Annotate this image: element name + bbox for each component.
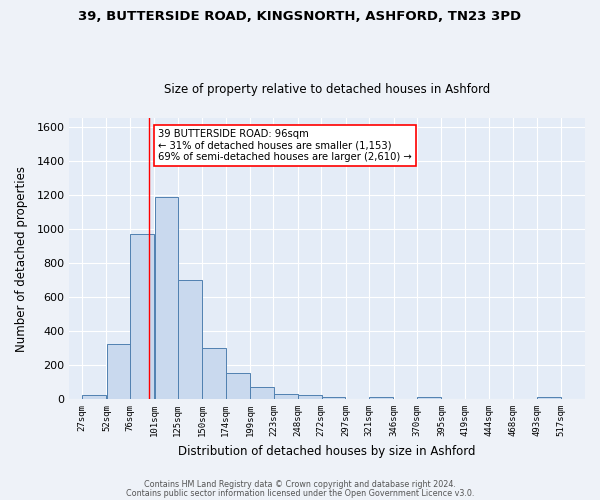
Bar [370, 397, 394, 399]
Bar [178, 280, 202, 399]
Text: 39, BUTTERSIDE ROAD, KINGSNORTH, ASHFORD, TN23 3PD: 39, BUTTERSIDE ROAD, KINGSNORTH, ASHFORD… [79, 10, 521, 23]
Bar [130, 234, 154, 399]
Bar [298, 396, 322, 399]
Bar [322, 396, 346, 399]
Bar [250, 388, 274, 399]
Bar [417, 398, 441, 399]
Text: Contains HM Land Registry data © Crown copyright and database right 2024.: Contains HM Land Registry data © Crown c… [144, 480, 456, 489]
Bar [82, 395, 106, 399]
Text: 39 BUTTERSIDE ROAD: 96sqm
← 31% of detached houses are smaller (1,153)
69% of se: 39 BUTTERSIDE ROAD: 96sqm ← 31% of detac… [158, 128, 412, 162]
Bar [274, 394, 298, 399]
Bar [155, 197, 178, 399]
Bar [538, 398, 562, 399]
X-axis label: Distribution of detached houses by size in Ashford: Distribution of detached houses by size … [178, 444, 476, 458]
Bar [202, 348, 226, 399]
Bar [226, 372, 250, 399]
Y-axis label: Number of detached properties: Number of detached properties [15, 166, 28, 352]
Text: Contains public sector information licensed under the Open Government Licence v3: Contains public sector information licen… [126, 488, 474, 498]
Title: Size of property relative to detached houses in Ashford: Size of property relative to detached ho… [164, 83, 490, 96]
Bar [107, 344, 131, 399]
